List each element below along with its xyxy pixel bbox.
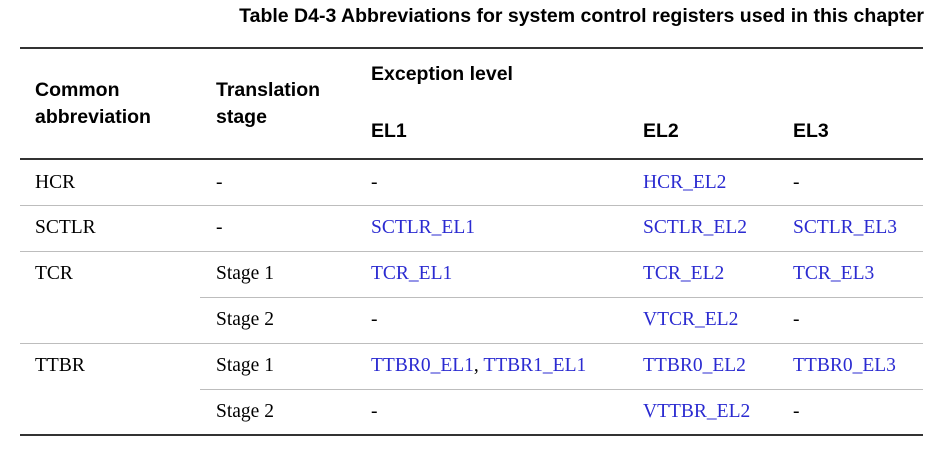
link-sctlr-el1[interactable]: SCTLR_EL1 xyxy=(371,217,476,238)
header-el2: EL2 xyxy=(643,120,679,142)
row-ttbr-stage1: Stage 1 xyxy=(216,355,274,376)
link-hcr-el2[interactable]: HCR_EL2 xyxy=(643,172,727,193)
row-divider xyxy=(200,297,923,298)
table-bottom-rule xyxy=(20,434,923,436)
row-ttbr-el1: TTBR0_EL1, TTBR1_EL1 xyxy=(371,354,586,378)
header-el1: EL1 xyxy=(371,120,407,142)
link-vtcr-el2[interactable]: VTCR_EL2 xyxy=(643,309,739,330)
header-bottom-rule xyxy=(20,158,923,160)
row-ttbr-abbreviation: TTBR xyxy=(35,355,85,376)
link-sctlr-el3[interactable]: SCTLR_EL3 xyxy=(793,217,898,238)
row-tcr-stage2-el1: - xyxy=(371,309,378,330)
header-translation-stage: Translation stage xyxy=(216,77,320,131)
row-divider xyxy=(200,389,923,390)
row-divider xyxy=(20,205,923,206)
header-exception-level: Exception level xyxy=(371,63,513,85)
header-text: Common xyxy=(35,79,120,101)
table-top-rule xyxy=(20,47,923,49)
row-ttbr-stage2-el3: - xyxy=(793,401,800,422)
row-tcr-stage2: Stage 2 xyxy=(216,309,274,330)
link-ttbr0-el3[interactable]: TTBR0_EL3 xyxy=(793,355,896,376)
link-tcr-el2[interactable]: TCR_EL2 xyxy=(643,263,725,284)
link-tcr-el3[interactable]: TCR_EL3 xyxy=(793,263,875,284)
table-caption: Table D4-3 Abbreviations for system cont… xyxy=(239,5,924,27)
row-ttbr-stage2: Stage 2 xyxy=(216,401,274,422)
row-sctlr-stage: - xyxy=(216,217,223,238)
row-divider xyxy=(20,251,923,252)
row-hcr-el3: - xyxy=(793,172,800,193)
row-tcr-stage1: Stage 1 xyxy=(216,263,274,284)
link-sctlr-el2[interactable]: SCTLR_EL2 xyxy=(643,217,748,238)
row-hcr-stage: - xyxy=(216,172,223,193)
header-text: Translation xyxy=(216,79,321,101)
row-hcr-el1: - xyxy=(371,172,378,193)
row-sctlr-abbreviation: SCTLR xyxy=(35,217,96,238)
separator: , xyxy=(473,355,484,376)
link-vttbr-el2[interactable]: VTTBR_EL2 xyxy=(643,401,751,422)
header-common-abbreviation: Common abbreviation xyxy=(35,77,151,131)
link-ttbr1-el1[interactable]: TTBR1_EL1 xyxy=(483,355,587,376)
link-tcr-el1[interactable]: TCR_EL1 xyxy=(371,263,453,284)
link-ttbr0-el2[interactable]: TTBR0_EL2 xyxy=(643,355,746,376)
row-divider xyxy=(20,343,923,344)
row-tcr-stage2-el3: - xyxy=(793,309,800,330)
row-ttbr-stage2-el1: - xyxy=(371,401,378,422)
link-ttbr0-el1[interactable]: TTBR0_EL1 xyxy=(371,355,474,376)
row-tcr-abbreviation: TCR xyxy=(35,263,73,284)
header-text: abbreviation xyxy=(35,106,151,128)
header-text: stage xyxy=(216,106,267,128)
row-hcr-abbreviation: HCR xyxy=(35,172,76,193)
header-el3: EL3 xyxy=(793,120,829,142)
